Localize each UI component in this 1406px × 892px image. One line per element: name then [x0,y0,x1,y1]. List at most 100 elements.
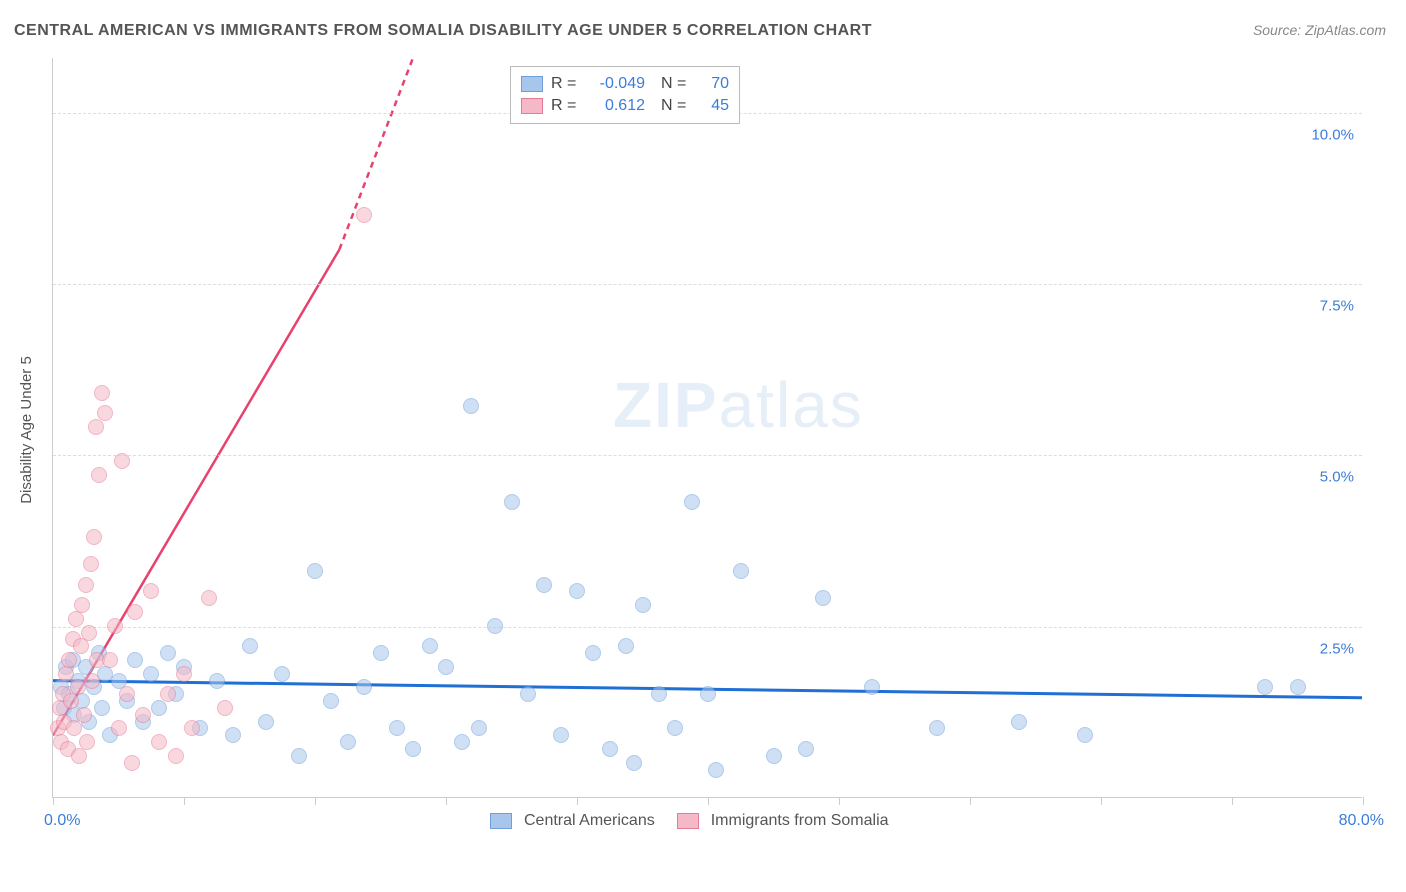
x-tick [839,797,840,805]
data-point [119,686,135,702]
n-value: 70 [699,73,729,95]
regression-line [339,58,413,250]
data-point [71,748,87,764]
data-point [929,720,945,736]
data-point [667,720,683,736]
data-point [463,398,479,414]
data-point [84,673,100,689]
data-point [176,666,192,682]
data-point [61,652,77,668]
source-label: Source: ZipAtlas.com [1253,22,1386,38]
watermark-rest: atlas [719,369,864,441]
gridline [53,627,1362,628]
data-point [651,686,667,702]
data-point [422,638,438,654]
data-point [1290,679,1306,695]
legend-top: R = -0.049 N = 70 R = 0.612 N = 45 [510,66,740,124]
data-point [88,419,104,435]
chart-title: CENTRAL AMERICAN VS IMMIGRANTS FROM SOMA… [14,22,872,40]
x-tick [970,797,971,805]
r-label: R = [551,95,581,117]
data-point [684,494,700,510]
data-point [356,207,372,223]
data-point [63,693,79,709]
data-point [438,659,454,675]
data-point [405,741,421,757]
data-point [127,652,143,668]
x-tick [577,797,578,805]
data-point [356,679,372,695]
gridline [53,455,1362,456]
data-point [291,748,307,764]
data-point [553,727,569,743]
data-point [135,707,151,723]
data-point [307,563,323,579]
swatch-icon [677,813,699,829]
data-point [585,645,601,661]
data-point [217,700,233,716]
gridline [53,284,1362,285]
data-point [143,666,159,682]
data-point [102,652,118,668]
data-point [708,762,724,778]
data-point [815,590,831,606]
data-point [864,679,880,695]
data-point [168,748,184,764]
y-tick-label: 7.5% [1320,298,1354,315]
data-point [700,686,716,702]
n-label: N = [661,95,691,117]
data-point [618,638,634,654]
n-value: 45 [699,95,729,117]
data-point [86,529,102,545]
data-point [274,666,290,682]
data-point [160,645,176,661]
data-point [68,611,84,627]
x-tick [315,797,316,805]
data-point [471,720,487,736]
data-point [124,755,140,771]
data-point [626,755,642,771]
legend-bottom: Central Americans Immigrants from Somali… [490,812,889,830]
data-point [151,700,167,716]
legend-top-row-1: R = 0.612 N = 45 [521,95,729,117]
r-value: 0.612 [589,95,645,117]
data-point [258,714,274,730]
x-tick [1232,797,1233,805]
data-point [107,618,123,634]
legend-item-label: Central Americans [524,812,655,830]
data-point [97,405,113,421]
data-point [569,583,585,599]
y-tick-label: 2.5% [1320,640,1354,657]
data-point [114,453,130,469]
data-point [111,720,127,736]
data-point [74,597,90,613]
swatch-icon [521,76,543,92]
watermark-bold: ZIP [613,369,719,441]
data-point [81,625,97,641]
x-tick [446,797,447,805]
data-point [78,577,94,593]
data-point [184,720,200,736]
data-point [389,720,405,736]
data-point [76,707,92,723]
data-point [73,638,89,654]
data-point [1011,714,1027,730]
n-label: N = [661,73,691,95]
data-point [1077,727,1093,743]
data-point [94,385,110,401]
y-tick-label: 10.0% [1311,126,1354,143]
x-tick [708,797,709,805]
r-label: R = [551,73,581,95]
data-point [766,748,782,764]
data-point [225,727,241,743]
data-point [635,597,651,613]
x-tick [184,797,185,805]
data-point [79,734,95,750]
legend-item-label: Immigrants from Somalia [711,812,889,830]
data-point [94,700,110,716]
data-point [151,734,167,750]
plot-area: ZIPatlas 2.5% 5.0% 7.5% 10.0% [52,58,1362,798]
data-point [127,604,143,620]
data-point [160,686,176,702]
y-tick-label: 5.0% [1320,469,1354,486]
